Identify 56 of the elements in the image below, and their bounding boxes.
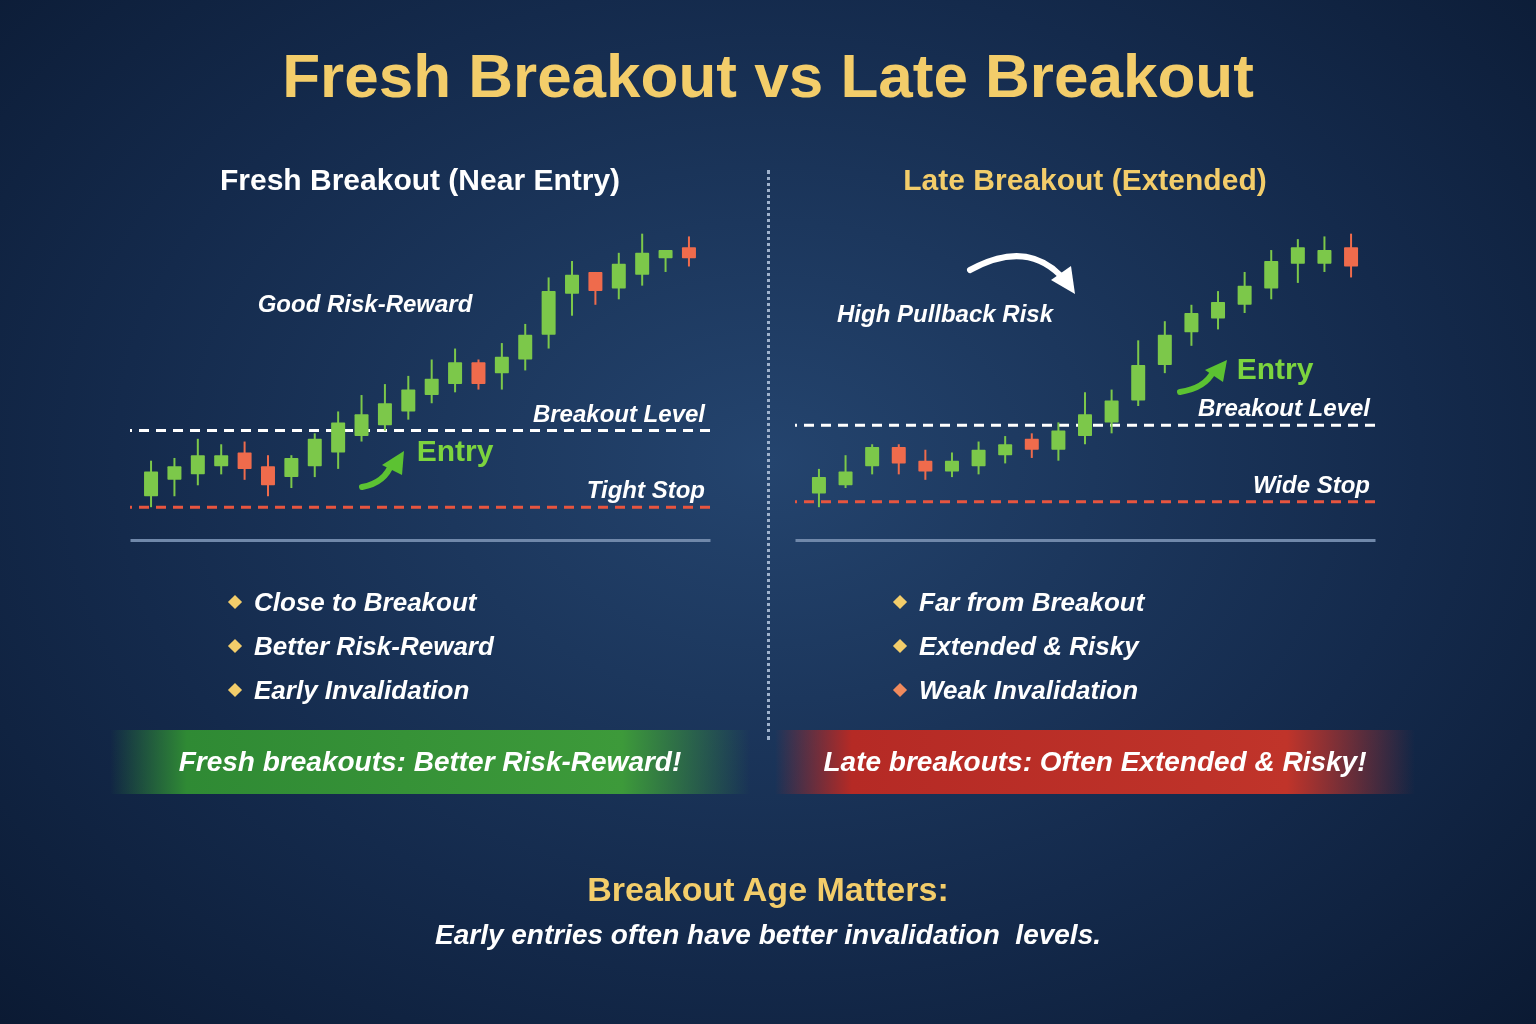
candlestick bbox=[1211, 290, 1226, 331]
candlestick bbox=[284, 454, 299, 490]
text: Extended & Risky bbox=[919, 630, 1139, 662]
candlestick bbox=[1024, 432, 1039, 459]
ref-line-label: Breakout Level bbox=[532, 399, 707, 427]
candlestick bbox=[998, 435, 1013, 465]
candlestick bbox=[1051, 421, 1066, 462]
candlestick bbox=[237, 440, 252, 481]
text: Close to Breakout bbox=[254, 586, 477, 618]
candlestick bbox=[1078, 391, 1092, 446]
annotation: Entry bbox=[416, 434, 494, 467]
candlestick bbox=[448, 347, 463, 394]
candlestick bbox=[260, 454, 275, 498]
text: Better Risk-Reward bbox=[254, 630, 494, 662]
candlestick bbox=[588, 270, 603, 306]
chart-title: Late Breakout (Extended) bbox=[903, 163, 1267, 196]
annotation: Entry bbox=[1236, 352, 1314, 385]
text: Weak Invalidation bbox=[919, 674, 1139, 706]
candlestick bbox=[401, 374, 416, 421]
ref-line-label: Breakout Level bbox=[1197, 394, 1372, 422]
candlestick bbox=[471, 358, 486, 391]
candlestick bbox=[944, 451, 959, 479]
text: Fresh Breakout vs Late Breakout bbox=[281, 40, 1255, 111]
candlestick bbox=[1317, 235, 1332, 273]
candlestick bbox=[891, 443, 906, 476]
chart-title: Fresh Breakout (Near Entry) bbox=[219, 163, 621, 196]
text: Early Invalidation bbox=[254, 674, 470, 706]
candlestick bbox=[811, 467, 826, 509]
text: Early entries often have better invalidation levels. bbox=[434, 919, 1102, 951]
banner: Late breakouts: Often Extended & Risky! bbox=[775, 730, 1415, 794]
text: Breakout Age Matters: bbox=[586, 870, 950, 909]
candlestick bbox=[424, 358, 439, 405]
annotation: Good Risk-Reward bbox=[257, 290, 474, 317]
candlestick bbox=[214, 443, 229, 476]
candlestick bbox=[565, 260, 580, 317]
candlestick bbox=[1184, 303, 1199, 347]
candlestick bbox=[971, 440, 986, 476]
annotation: High Pullback Risk bbox=[836, 300, 1055, 327]
candlestick bbox=[494, 342, 509, 391]
candlestick bbox=[1237, 270, 1252, 314]
candlestick bbox=[377, 383, 392, 432]
candlestick bbox=[658, 249, 673, 273]
candlestick bbox=[681, 235, 696, 268]
candlestick bbox=[1344, 232, 1359, 279]
candlestick bbox=[1290, 238, 1305, 284]
candlestick bbox=[865, 443, 880, 476]
candlestick bbox=[635, 232, 650, 287]
ref-line-label: Tight Stop bbox=[586, 476, 705, 504]
text: Far from Breakout bbox=[919, 586, 1145, 618]
ref-line-label: Wide Stop bbox=[1252, 470, 1370, 498]
candlestick bbox=[354, 394, 369, 443]
candlestick bbox=[918, 448, 933, 481]
candlestick bbox=[167, 456, 182, 498]
candlestick bbox=[838, 454, 853, 490]
candlestick bbox=[1104, 388, 1119, 435]
candlestick bbox=[190, 437, 205, 487]
